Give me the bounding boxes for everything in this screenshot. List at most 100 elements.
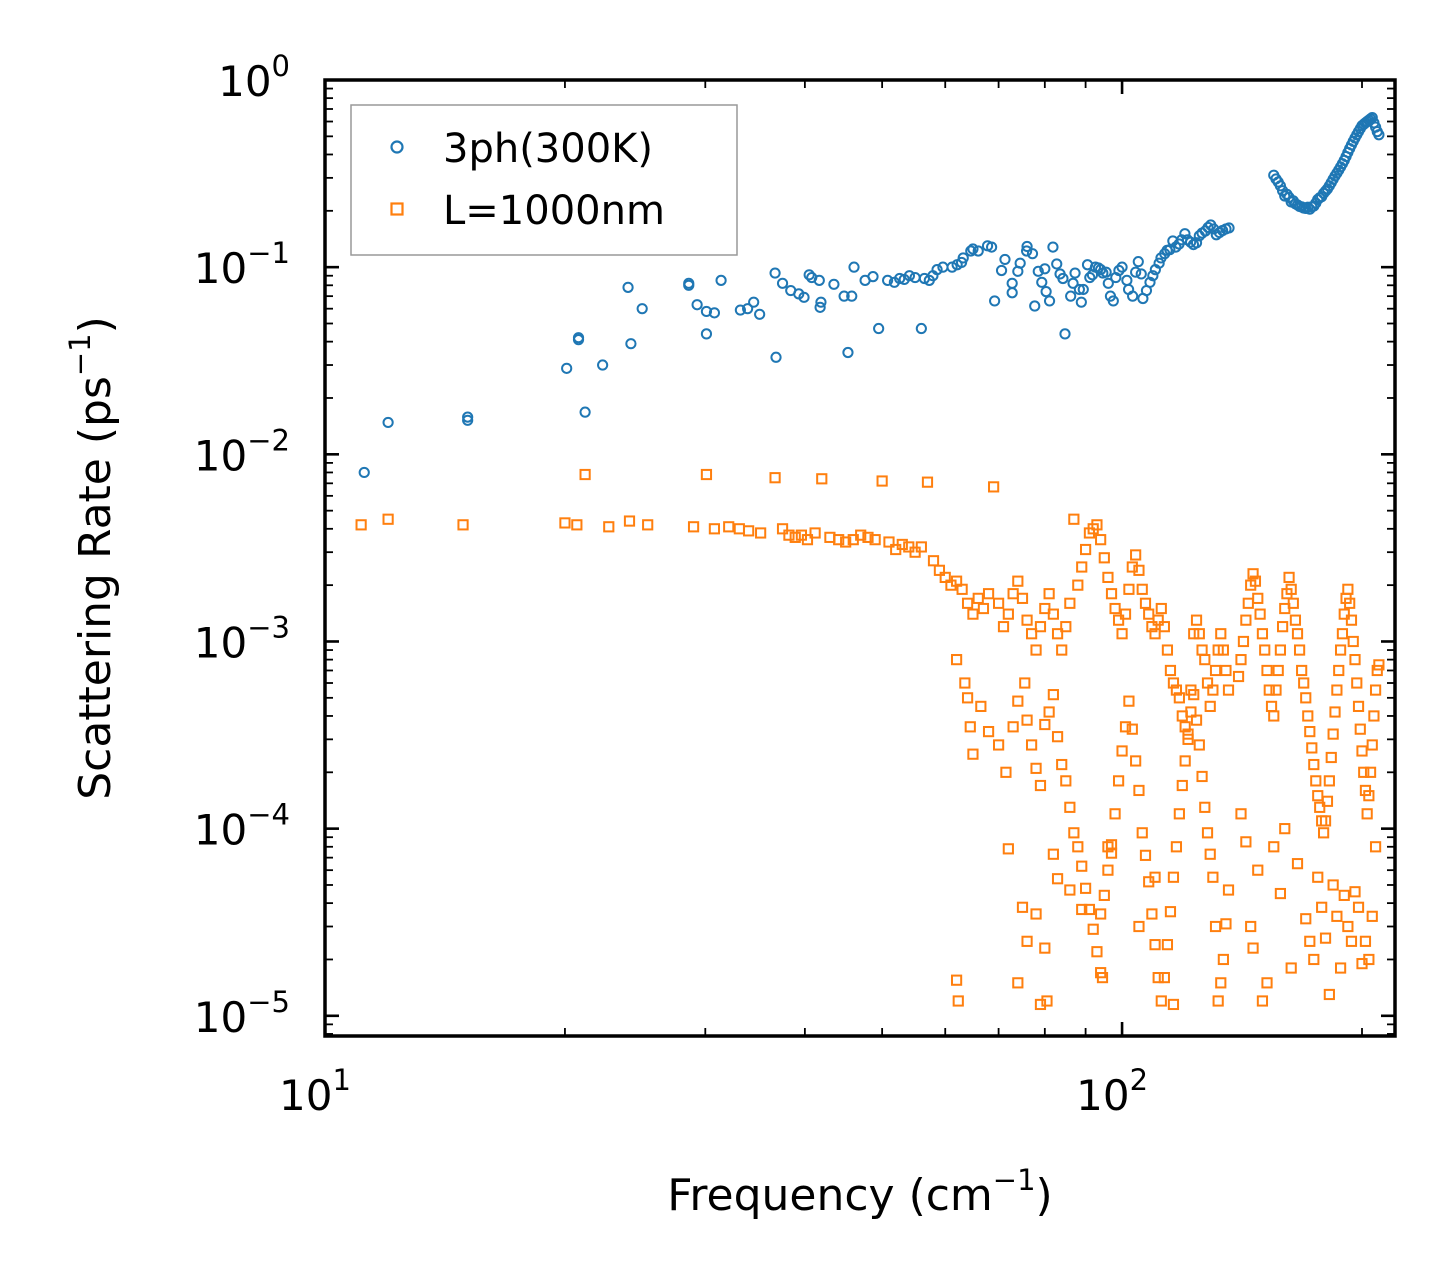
data-point-square [956, 583, 968, 595]
data-point-square [769, 472, 781, 484]
data-point-square [1068, 513, 1080, 525]
data-point-square [776, 523, 789, 535]
data-point-square [1347, 635, 1359, 648]
data-point-square [1247, 568, 1259, 580]
data-point-circle [1223, 222, 1235, 234]
data-point-square [1270, 684, 1282, 696]
data-point-square [1109, 602, 1121, 615]
data-point-square [1139, 849, 1152, 861]
data-point-square [1261, 664, 1273, 677]
data-point-circle [1036, 276, 1048, 288]
data-point-square [1201, 827, 1214, 839]
data-point-circle [708, 307, 721, 319]
data-point-square [809, 527, 821, 539]
data-point-square [1016, 592, 1029, 604]
data-point-square [1019, 677, 1031, 689]
data-point-circle [999, 253, 1011, 266]
y-tick-label: 10−1 [194, 236, 290, 293]
data-point-square [1188, 689, 1200, 701]
data-point-square [1304, 725, 1316, 738]
data-point-square [1002, 608, 1014, 620]
data-point-square [1268, 841, 1280, 853]
data-point-circle [986, 241, 998, 253]
data-point-square [1256, 995, 1269, 1007]
data-point-square [855, 529, 867, 541]
data-point-square [1302, 710, 1314, 722]
data-point-square [1176, 779, 1188, 792]
data-point-square [1076, 860, 1088, 872]
data-point-square [1369, 684, 1382, 696]
data-point-circle [972, 245, 984, 257]
data-point-square [1076, 561, 1088, 573]
data-point-square [1158, 972, 1170, 984]
data-point-square [1352, 901, 1365, 913]
data-point-circle [625, 338, 637, 350]
data-point-square [1152, 972, 1164, 984]
data-point-square [972, 592, 984, 604]
data-point-square [1170, 841, 1183, 853]
data-point-square [1149, 871, 1161, 883]
data-point-square [1161, 644, 1174, 656]
data-point-square [1207, 871, 1219, 883]
data-point-square [1240, 836, 1252, 848]
data-point-square [816, 473, 828, 485]
data-point-circle [683, 277, 695, 289]
data-point-square [1143, 608, 1155, 620]
data-point-circle [814, 301, 826, 313]
data-point-square [1047, 608, 1059, 620]
data-point-square [1274, 644, 1287, 656]
data-point-square [1321, 795, 1334, 807]
data-point-square [1130, 549, 1142, 561]
data-point-square [982, 588, 995, 600]
data-point-square [1259, 644, 1271, 656]
data-point-square [457, 519, 469, 531]
data-point-square [1051, 628, 1064, 640]
data-point-square [1196, 644, 1208, 656]
data-point-square [571, 519, 583, 531]
data-point-square [1342, 920, 1354, 933]
data-point-square [723, 521, 735, 533]
data-point-circle [1102, 277, 1114, 289]
data-point-circle [1107, 295, 1119, 307]
data-point-square [1363, 953, 1375, 966]
data-point-circle [1029, 300, 1041, 312]
data-point-square [642, 519, 654, 531]
data-point-square [950, 974, 963, 986]
data-point-square [1263, 684, 1275, 696]
data-point-square [1025, 628, 1038, 640]
data-point-square [964, 721, 976, 733]
data-point-circle [597, 359, 609, 371]
data-point-square [1149, 628, 1161, 640]
data-point-square [1291, 628, 1304, 640]
legend-box [350, 104, 738, 256]
data-point-circle [1026, 248, 1039, 260]
data-point-square [961, 692, 974, 704]
data-point-square [952, 995, 964, 1007]
data-point-square [961, 597, 974, 609]
data-point-square [1112, 614, 1125, 626]
data-point-circle [1185, 236, 1197, 248]
data-point-square [1351, 677, 1363, 689]
data-point-square [1007, 588, 1019, 600]
data-point-square [1199, 801, 1211, 813]
data-point-circle [915, 322, 927, 335]
data-point-square [1007, 721, 1019, 733]
data-point-square [1047, 848, 1059, 860]
data-point-square [1072, 841, 1084, 853]
data-point-circle [1147, 270, 1159, 282]
data-point-square [959, 677, 971, 689]
data-point-square [1345, 935, 1358, 947]
legend-marker-l1000 [390, 202, 404, 216]
data-point-square [1182, 728, 1194, 740]
data-point-square [1161, 939, 1174, 951]
data-point-square [915, 541, 927, 553]
data-point-circle [967, 243, 979, 255]
data-point-square [1190, 614, 1203, 626]
data-point-square [1371, 664, 1383, 677]
x-tick-label: 102 [1076, 1063, 1148, 1120]
data-point-square [1021, 714, 1033, 726]
data-point-square [1237, 635, 1250, 648]
data-point-square [1021, 935, 1033, 947]
data-point-square [1308, 758, 1320, 771]
data-point-circle [989, 295, 1001, 307]
